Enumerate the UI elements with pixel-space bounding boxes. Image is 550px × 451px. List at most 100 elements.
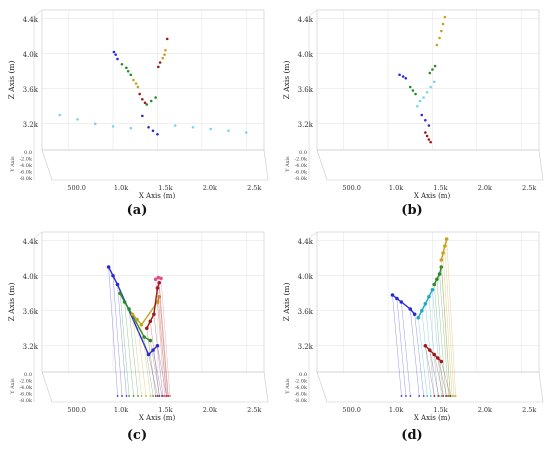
series-line: [440, 238, 448, 261]
y-tick-label: -4.0k: [19, 163, 33, 169]
z-tick-label: 4.0k: [23, 51, 39, 59]
data-point: [416, 104, 419, 108]
z-tick-label: 4.4k: [298, 238, 314, 246]
z-tick-label: 4.4k: [23, 16, 39, 24]
data-point: [138, 92, 141, 96]
drop-line: [441, 259, 451, 397]
data-point: [411, 89, 415, 92]
data-point: [423, 301, 428, 306]
data-point: [126, 69, 130, 73]
drop-line: [401, 301, 411, 397]
data-point: [395, 296, 399, 301]
drop-line: [429, 350, 439, 397]
floor-point: [433, 395, 436, 397]
drop-line: [436, 279, 447, 397]
data-point: [157, 280, 162, 285]
drop-line: [112, 275, 123, 397]
depth-axis-label: Y Axis: [10, 378, 16, 395]
floor-plane: [41, 149, 269, 181]
data-point: [141, 97, 144, 101]
data-point: [156, 132, 159, 136]
y-tick-label: -4.0k: [294, 385, 308, 391]
floor-point: [128, 395, 131, 397]
drop-line: [160, 278, 171, 397]
x-axis-label: X Axis (m): [139, 192, 176, 200]
data-point: [437, 272, 442, 276]
floor-point: [452, 395, 455, 397]
x-tick-label: 2.0k: [203, 406, 217, 414]
floor-point: [449, 395, 452, 397]
drop-line: [119, 293, 130, 397]
data-point: [149, 99, 153, 103]
floor-point: [158, 395, 161, 397]
drop-line: [143, 336, 154, 397]
data-point: [118, 291, 122, 296]
drop-line: [146, 328, 156, 397]
x-tick-label: 2.0k: [478, 406, 492, 414]
data-point: [154, 96, 157, 99]
data-point: [429, 85, 432, 89]
y-tick-label: -2.0k: [294, 379, 308, 385]
drop-line: [153, 314, 164, 397]
data-point: [432, 80, 436, 84]
chart-c-svg: 4.4k 4.0k 3.6k 3.2k 0.0-2.0k-4.0k-6.0k-8.0k 5…: [7, 231, 269, 422]
data-point: [429, 140, 432, 144]
x-tick-label: 1.5k: [433, 184, 447, 192]
depth-axis-label: Y Axis: [285, 378, 291, 395]
data-point: [438, 36, 441, 40]
data-point: [427, 138, 431, 141]
z-tick-label: 3.2k: [23, 343, 39, 351]
x-tick-label: 2.5k: [247, 406, 261, 414]
data-point: [164, 48, 167, 52]
drop-line: [159, 282, 169, 397]
back-wall: [316, 231, 540, 373]
data-point: [435, 277, 439, 282]
z-tick-label: 4.4k: [23, 238, 39, 246]
x-axis-label: X Axis (m): [414, 192, 451, 200]
data-point: [408, 307, 413, 311]
data-point: [134, 82, 138, 85]
data-point: [435, 356, 440, 360]
chart-panel-b: 4.4k 4.0k 3.6k 3.2k 0.0 -2.0k -4.0k -6.0k -8.0k 5…: [277, 2, 547, 202]
data-point: [120, 62, 124, 66]
y-tick-label: -2.0k: [19, 157, 33, 163]
data-point: [401, 75, 405, 78]
data-point: [58, 113, 62, 117]
data-point: [430, 287, 435, 292]
data-point: [435, 43, 439, 47]
drop-line: [132, 314, 142, 397]
y-tick-label: -8.0k: [19, 398, 33, 404]
data-point: [111, 125, 115, 128]
floor-point: [440, 395, 443, 397]
floor-point: [445, 395, 448, 397]
data-point: [399, 300, 404, 304]
data-point: [106, 265, 111, 269]
floor-point: [125, 395, 128, 397]
side-edge: [33, 9, 43, 17]
data-point: [141, 114, 144, 118]
chart-panel-d: 4.4k 4.0k 3.6k 3.2k 0.0 -2.0k -4.0k -6.0k -8.0k 5…: [277, 224, 547, 424]
z-axis-label: Z Axis (m): [282, 283, 291, 322]
floor-point: [426, 395, 429, 397]
data-point: [424, 118, 427, 122]
x-tick-label: 2.0k: [478, 184, 492, 192]
y-tick-label: -6.0k: [294, 170, 308, 176]
drop-line: [410, 308, 420, 397]
floor-point: [405, 395, 407, 397]
data-point: [112, 50, 116, 54]
floor-point: [418, 395, 421, 397]
x-tick-label: 1.0k: [389, 406, 403, 414]
drop-line: [158, 277, 168, 397]
z-tick-label: 3.2k: [298, 343, 314, 351]
floor-point: [400, 395, 403, 397]
y-tick-label: 0.0: [299, 372, 307, 378]
data-point: [432, 352, 437, 357]
data-point: [431, 68, 434, 71]
drop-line: [124, 301, 134, 397]
data-point: [157, 65, 160, 69]
data-point: [439, 265, 444, 269]
data-point: [439, 359, 444, 364]
data-point: [159, 276, 163, 281]
drop-line: [150, 340, 160, 397]
floor-point: [166, 395, 169, 397]
